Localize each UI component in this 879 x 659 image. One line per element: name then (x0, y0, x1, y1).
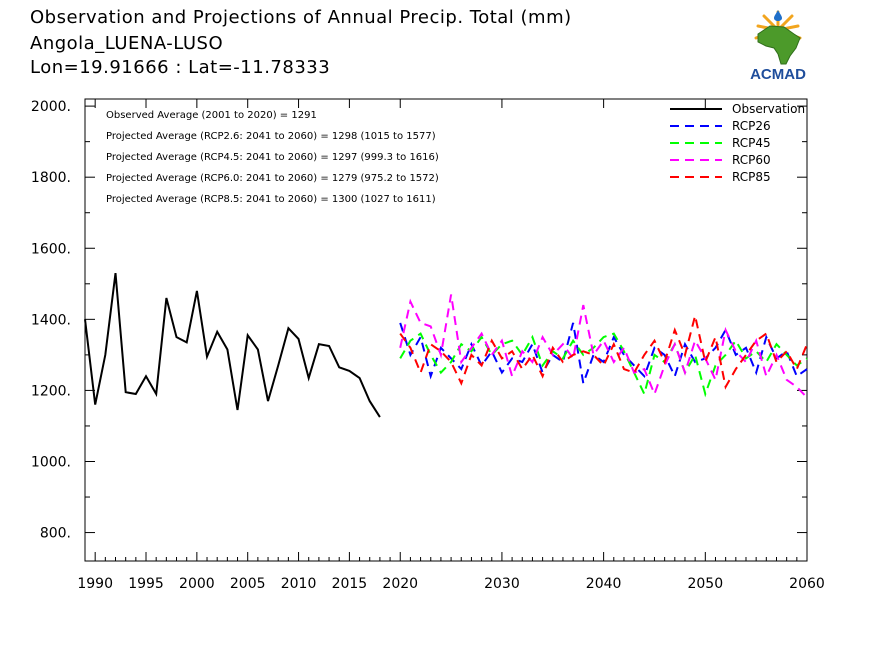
x-tick-label: 2050 (687, 576, 723, 592)
x-tick-label: 2040 (586, 576, 622, 592)
africa-map-icon (754, 10, 802, 65)
y-tick-label: 800. (40, 526, 71, 542)
x-tick-label: 2010 (281, 576, 317, 592)
series-line-rcp85 (399, 315, 808, 390)
annotations: Observed Average (2001 to 2020) = 1291 Pr… (106, 110, 439, 205)
annotation-line: Observed Average (2001 to 2020) = 1291 (106, 110, 317, 121)
x-tick-label: 2020 (382, 576, 418, 592)
acmad-logo: ACMAD (736, 8, 820, 84)
legend-label: Observation (732, 102, 805, 116)
y-axis: 800. 1000. 1200. 1400. 1600. 1800. 2000. (31, 99, 807, 542)
coordinates-label: Lon=19.91666 : Lat=-11.78333 (30, 57, 331, 78)
location-label: Angola_LUENA-LUSO (30, 33, 224, 54)
legend-label: RCP26 (732, 119, 771, 133)
y-tick-label: 1800. (31, 170, 71, 186)
series-layer (84, 272, 808, 418)
y-tick-label: 1600. (31, 241, 71, 257)
plot-frame (84, 98, 808, 562)
legend-label: RCP60 (732, 153, 771, 167)
x-tick-label: 2030 (484, 576, 520, 592)
legend-label: RCP85 (732, 170, 771, 184)
legend-label: RCP45 (732, 136, 771, 150)
y-tick-label: 1000. (31, 454, 71, 470)
x-tick-label: 1995 (128, 576, 164, 592)
x-axis: 1990 1995 2000 2005 2010 2015 2020 2030 2040 2050… (77, 99, 825, 592)
y-tick-label: 1200. (31, 383, 71, 399)
annotation-line: Projected Average (RCP6.0: 2041 to 2060)… (106, 173, 439, 184)
x-tick-label: 1990 (77, 576, 113, 592)
logo-text: ACMAD (750, 66, 806, 83)
x-tick-label: 2015 (332, 576, 368, 592)
y-tick-label: 2000. (31, 99, 71, 115)
annotation-line: Projected Average (RCP4.5: 2041 to 2060)… (106, 152, 439, 163)
annotation-line: Projected Average (RCP8.5: 2041 to 2060)… (106, 194, 436, 205)
x-tick-label: 2000 (179, 576, 215, 592)
chart-title: Observation and Projections of Annual Pr… (30, 7, 572, 28)
annotation-line: Projected Average (RCP2.6: 2041 to 2060)… (106, 131, 436, 142)
x-tick-label: 2060 (789, 576, 825, 592)
series-line-observation (84, 272, 381, 418)
x-tick-label: 2005 (230, 576, 266, 592)
y-tick-label: 1400. (31, 312, 71, 328)
series-line-rcp26 (399, 322, 808, 388)
series-line-rcp45 (399, 332, 808, 398)
legend: Observation RCP26 RCP45 RCP60 RCP85 (670, 102, 805, 184)
